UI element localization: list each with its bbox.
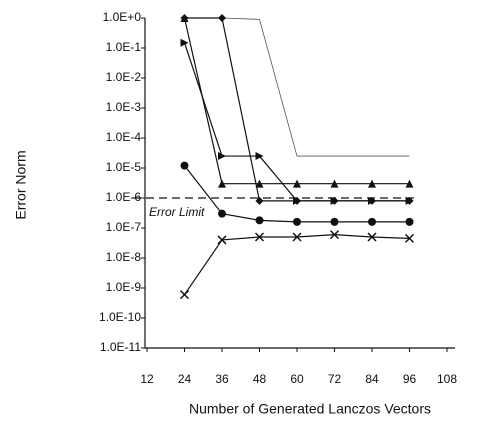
marker [404,233,415,243]
y-tick-label: 1.0E-11 [100,340,141,354]
marker [405,217,414,226]
x-tick-label: 84 [365,372,379,386]
marker [217,235,227,245]
y-tick-label: 1.0E-10 [99,310,141,324]
x-tick-label: 24 [178,372,192,386]
x-tick-label: 12 [140,372,154,386]
marker [330,217,339,226]
marker [368,179,376,188]
marker [255,179,264,188]
y-tick-label: 1.0E+0 [103,10,142,24]
marker [368,217,376,226]
marker [367,232,377,242]
y-tick-label: 1.0E-9 [106,280,142,294]
marker [255,216,264,225]
marker [254,232,265,242]
marker [218,179,226,188]
x-tick-label: 96 [403,372,417,386]
marker [218,209,226,218]
y-tick-label: 1.0E-2 [106,70,142,84]
x-tick-label: 60 [290,372,304,386]
series-line [184,17,410,157]
marker [218,152,226,161]
marker [179,290,190,300]
marker [405,196,414,205]
x-tick-label: 108 [437,372,457,386]
y-tick-label: 1.0E-3 [106,100,142,114]
marker [293,196,301,205]
x-tick-label: 72 [328,372,342,386]
y-tick-label: 1.0E-7 [106,220,142,234]
marker [330,196,339,205]
y-tick-label: 1.0E-6 [106,190,142,204]
series-line [183,42,410,202]
x-tick-label: 36 [215,372,229,386]
marker [405,179,414,188]
marker [255,152,264,161]
marker [180,161,189,170]
marker [368,196,376,205]
marker [293,217,301,226]
y-tick-label: 1.0E-5 [106,160,142,174]
series-line [184,17,410,202]
marker [255,196,264,205]
x-tick-label: 48 [253,372,267,386]
y-tick-label: 1.0E-8 [106,250,142,264]
y-tick-label: 1.0E-4 [106,130,142,144]
y-tick-label: 1.0E-1 [106,40,142,54]
marker [218,14,226,22]
marker [180,14,189,22]
x-axis-title: Number of Generated Lanczos Vectors [189,401,431,417]
marker [180,38,189,47]
marker [293,179,301,188]
reference-label: Error Limit [149,205,205,219]
marker [292,232,302,242]
marker [330,179,339,188]
marker [329,230,340,240]
y-axis-title: Error Norm [13,150,29,219]
